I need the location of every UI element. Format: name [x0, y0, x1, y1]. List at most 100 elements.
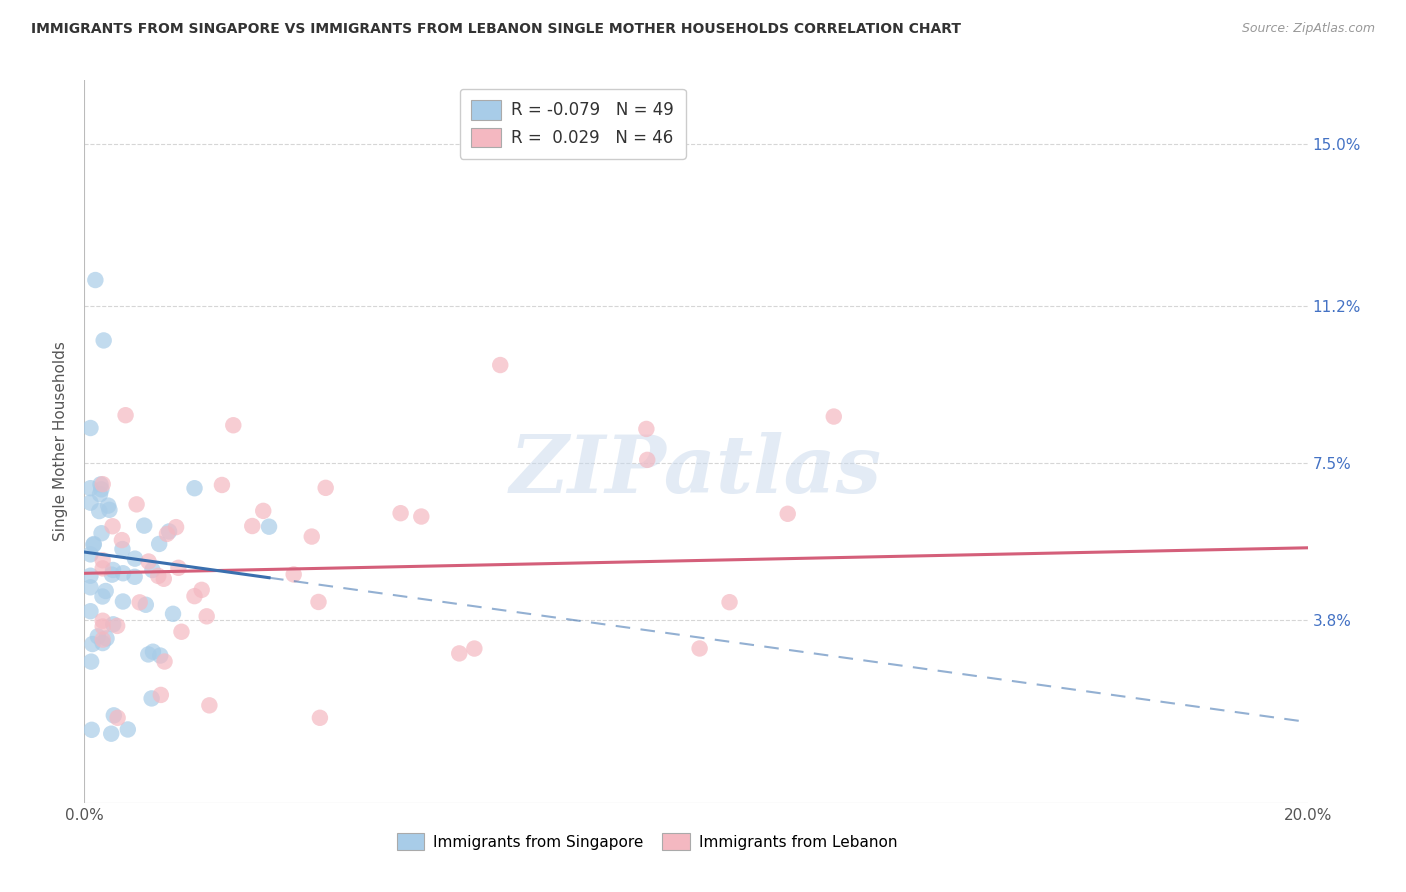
- Point: [153, 655, 176, 669]
- Point: [190, 582, 212, 597]
- Point: [128, 595, 150, 609]
- Point: [149, 648, 172, 663]
- Point: [141, 563, 163, 577]
- Point: [211, 478, 233, 492]
- Point: [97, 499, 120, 513]
- Point: [309, 711, 332, 725]
- Point: [776, 507, 799, 521]
- Point: [98, 503, 121, 517]
- Point: [91, 590, 114, 604]
- Point: [449, 647, 471, 661]
- Point: [138, 555, 160, 569]
- Point: [124, 570, 146, 584]
- Point: [82, 637, 104, 651]
- Point: [105, 619, 128, 633]
- Point: [142, 645, 165, 659]
- Point: [87, 629, 110, 643]
- Point: [111, 533, 134, 548]
- Point: [79, 421, 101, 435]
- Point: [79, 496, 101, 510]
- Point: [91, 614, 114, 628]
- Point: [125, 497, 148, 511]
- Point: [149, 688, 172, 702]
- Point: [79, 547, 101, 561]
- Point: [195, 609, 218, 624]
- Text: Source: ZipAtlas.com: Source: ZipAtlas.com: [1241, 22, 1375, 36]
- Point: [165, 520, 187, 534]
- Point: [96, 632, 118, 646]
- Point: [103, 708, 125, 723]
- Point: [82, 538, 104, 552]
- Point: [107, 711, 129, 725]
- Point: [101, 567, 124, 582]
- Point: [79, 568, 101, 582]
- Point: [101, 563, 124, 577]
- Point: [636, 422, 658, 436]
- Point: [103, 617, 125, 632]
- Point: [257, 519, 280, 533]
- Point: [301, 530, 323, 544]
- Point: [153, 572, 176, 586]
- Point: [111, 594, 134, 608]
- Point: [170, 624, 193, 639]
- Point: [93, 334, 115, 348]
- Point: [463, 641, 485, 656]
- Point: [94, 584, 117, 599]
- Point: [636, 453, 658, 467]
- Point: [252, 504, 274, 518]
- Point: [148, 537, 170, 551]
- Text: ZIPatlas: ZIPatlas: [510, 432, 882, 509]
- Point: [489, 358, 512, 372]
- Point: [389, 506, 412, 520]
- Point: [183, 481, 205, 495]
- Point: [157, 524, 180, 539]
- Point: [134, 518, 156, 533]
- Point: [117, 723, 139, 737]
- Point: [823, 409, 845, 424]
- Point: [141, 691, 163, 706]
- Point: [84, 273, 107, 287]
- Point: [308, 595, 330, 609]
- Point: [101, 519, 124, 533]
- Point: [135, 598, 157, 612]
- Point: [222, 418, 245, 433]
- Point: [689, 641, 711, 656]
- Point: [156, 527, 179, 541]
- Point: [315, 481, 337, 495]
- Point: [240, 519, 263, 533]
- Point: [79, 604, 101, 618]
- Point: [83, 537, 105, 551]
- Point: [183, 589, 205, 603]
- Point: [90, 483, 112, 497]
- Point: [167, 561, 190, 575]
- Point: [136, 648, 159, 662]
- Point: [79, 580, 101, 594]
- Point: [91, 477, 114, 491]
- Point: [100, 727, 122, 741]
- Point: [112, 566, 135, 581]
- Point: [411, 509, 433, 524]
- Point: [162, 607, 184, 621]
- Point: [80, 655, 103, 669]
- Point: [198, 698, 221, 713]
- Point: [89, 487, 111, 501]
- Point: [283, 567, 305, 582]
- Point: [718, 595, 741, 609]
- Point: [114, 408, 136, 422]
- Point: [91, 636, 114, 650]
- Point: [91, 632, 114, 647]
- Point: [80, 723, 103, 737]
- Point: [124, 551, 146, 566]
- Point: [91, 561, 114, 575]
- Point: [148, 569, 170, 583]
- Point: [91, 553, 114, 567]
- Point: [89, 477, 111, 491]
- Point: [89, 504, 111, 518]
- Text: IMMIGRANTS FROM SINGAPORE VS IMMIGRANTS FROM LEBANON SINGLE MOTHER HOUSEHOLDS CO: IMMIGRANTS FROM SINGAPORE VS IMMIGRANTS …: [31, 22, 960, 37]
- Point: [91, 619, 114, 633]
- Point: [111, 542, 134, 557]
- Point: [90, 526, 112, 541]
- Point: [79, 481, 101, 495]
- Legend: Immigrants from Singapore, Immigrants from Lebanon: Immigrants from Singapore, Immigrants fr…: [391, 827, 904, 856]
- Y-axis label: Single Mother Households: Single Mother Households: [53, 342, 69, 541]
